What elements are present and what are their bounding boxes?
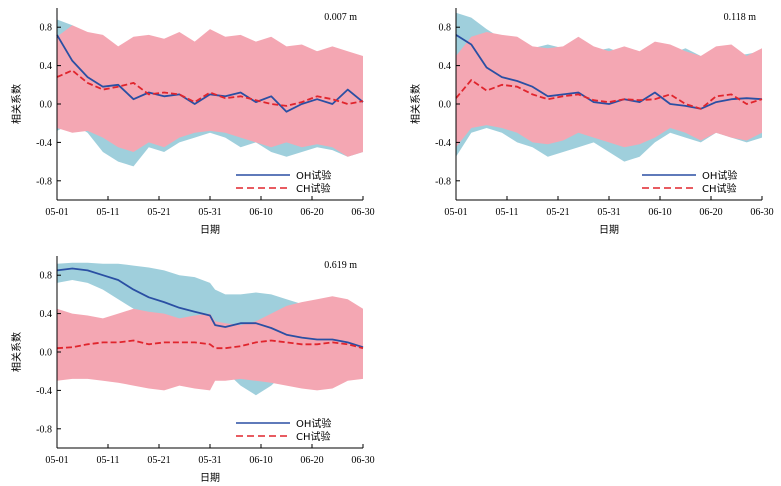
panel-1-plot: -0.8 -0.4 0.0 0.4 0.8 05-01 05-11 05-21 05-31 06-… <box>36 8 375 218</box>
panel-1: -0.8 -0.4 0.0 0.4 0.8 05-01 05-11 05-21 05-31 06-… <box>10 8 375 236</box>
y-tick-label: 0.8 <box>439 23 452 34</box>
y-tick-label: 0.0 <box>40 348 53 359</box>
ch-series-line <box>455 79 763 110</box>
y-tick-label: 0.4 <box>40 61 53 72</box>
panel-3-legend: OH试验 CH试验 <box>236 417 331 443</box>
ch-series-line <box>56 339 364 350</box>
x-tick-label: 05-01 <box>444 207 467 218</box>
x-tick-label: 05-11 <box>496 207 519 218</box>
ch-spread-band <box>456 32 762 148</box>
x-tick-label: 05-21 <box>147 455 170 466</box>
legend-ch-label: CH试验 <box>296 430 331 443</box>
y-tick-label: 0.4 <box>439 61 452 72</box>
legend-ch-label: CH试验 <box>296 182 331 195</box>
panel-1-title: 0.007 m <box>324 12 357 23</box>
panel-3-title: 0.619 m <box>324 260 357 271</box>
legend-oh-label: OH试验 <box>296 169 331 182</box>
x-tick-label: 06-10 <box>249 455 272 466</box>
x-tick-label: 05-11 <box>97 455 120 466</box>
x-tick-label: 05-31 <box>198 455 221 466</box>
y-tick-label: 0.0 <box>439 100 452 111</box>
panel-3: -0.8 -0.4 0.0 0.4 0.8 05-01 05-11 05-21 05-31 06-… <box>10 256 375 484</box>
y-tick-label: -0.4 <box>36 138 52 149</box>
x-tick-label: 05-01 <box>45 455 68 466</box>
x-tick-label: 05-11 <box>97 207 120 218</box>
x-tick-label: 06-30 <box>351 455 374 466</box>
panel-2-xlabel: 日期 <box>599 224 619 236</box>
y-tick-label: 0.8 <box>40 271 53 282</box>
panel-3-ylabel: 相关系数 <box>10 332 23 372</box>
y-tick-label: 0.4 <box>40 309 53 320</box>
x-tick-label: 06-30 <box>750 207 773 218</box>
panel-1-legend: OH试验 CH试验 <box>236 169 331 195</box>
oh-series-line <box>56 267 364 349</box>
panel-2-title: 0.118 m <box>724 12 757 23</box>
panel-3-xlabel: 日期 <box>200 472 220 484</box>
panel-2-plot: -0.8 -0.4 0.0 0.4 0.8 05-01 05-11 05-21 05-31 06-… <box>435 8 774 218</box>
panel-1-ylabel: 相关系数 <box>10 84 23 124</box>
y-tick-label: 0.8 <box>40 23 53 34</box>
y-tick-label: -0.8 <box>36 176 52 187</box>
ch-spread-band <box>57 296 363 391</box>
x-tick-label: 06-20 <box>300 207 323 218</box>
legend-ch-label: CH试验 <box>702 182 737 195</box>
x-tick-label: 06-10 <box>249 207 272 218</box>
panel-1-xlabel: 日期 <box>200 224 220 236</box>
y-tick-label: -0.8 <box>36 424 52 435</box>
x-tick-label: 06-20 <box>699 207 722 218</box>
x-tick-label: 06-20 <box>300 455 323 466</box>
y-tick-label: -0.8 <box>435 176 451 187</box>
panel-3-plot: -0.8 -0.4 0.0 0.4 0.8 05-01 05-11 05-21 05-31 06-… <box>36 256 375 466</box>
y-tick-label: -0.4 <box>36 386 52 397</box>
x-tick-label: 05-31 <box>597 207 620 218</box>
x-tick-label: 05-21 <box>147 207 170 218</box>
x-tick-label: 06-30 <box>351 207 374 218</box>
panel-2-ylabel: 相关系数 <box>409 84 422 124</box>
x-tick-label: 06-10 <box>648 207 671 218</box>
x-tick-label: 05-01 <box>45 207 68 218</box>
oh-series-line <box>56 34 364 113</box>
ch-series-line <box>56 69 364 107</box>
panel-2: -0.8 -0.4 0.0 0.4 0.8 05-01 05-11 05-21 05-31 06-… <box>409 8 774 236</box>
y-tick-label: -0.4 <box>435 138 451 149</box>
ch-spread-band <box>57 25 363 157</box>
oh-series-line <box>455 34 763 110</box>
x-tick-label: 05-31 <box>198 207 221 218</box>
legend-oh-label: OH试验 <box>702 169 737 182</box>
legend-oh-label: OH试验 <box>296 417 331 430</box>
panel-2-legend: OH试验 CH试验 <box>642 169 737 195</box>
y-tick-label: 0.0 <box>40 100 53 111</box>
x-tick-label: 05-21 <box>546 207 569 218</box>
